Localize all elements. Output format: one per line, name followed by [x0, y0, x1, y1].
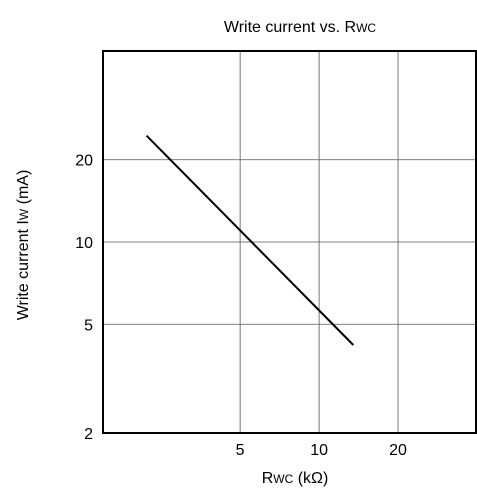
x-tick-label: 10	[310, 442, 328, 459]
x-tick-label: 20	[389, 442, 407, 459]
x-axis-label: RWC (kΩ)	[262, 470, 329, 487]
x-tick-labels: 5 10 20	[236, 442, 407, 459]
y-tick-label: 10	[75, 235, 93, 252]
plot-frame	[102, 50, 477, 434]
y-tick-labels: 2 5 10 20	[75, 153, 93, 443]
x-tick-label: 5	[236, 442, 245, 459]
y-tick-label: 20	[75, 153, 93, 170]
chart-title: Write current vs. RWC	[224, 19, 376, 36]
series-line	[145, 134, 355, 346]
grid-lines	[103, 51, 477, 433]
series-group	[145, 134, 355, 346]
y-tick-label: 5	[84, 317, 93, 334]
y-tick-label: 2	[84, 426, 93, 443]
y-axis-label: Write current IW (mA)	[15, 170, 32, 321]
